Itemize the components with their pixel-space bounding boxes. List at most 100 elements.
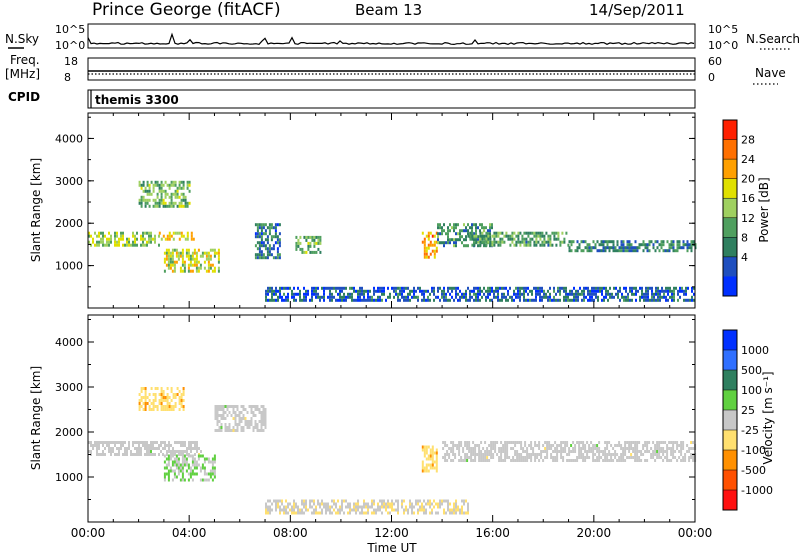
echo-cell (505, 298, 507, 302)
echo-cell (179, 466, 182, 470)
echo-cell (180, 396, 183, 399)
echo-cell (484, 456, 487, 459)
echo-cell (268, 244, 271, 248)
echo-cell (152, 186, 155, 190)
echo-cell (672, 243, 675, 247)
echo-cell (533, 234, 536, 238)
echo-cell (92, 237, 94, 241)
echo-cell (205, 251, 208, 255)
echo-cell (439, 502, 441, 506)
echo-cell (423, 454, 426, 458)
echo-cell (262, 423, 265, 426)
echo-cell (503, 286, 505, 290)
echo-cell (505, 234, 508, 238)
echo-cell (646, 249, 649, 253)
echo-cell (603, 295, 605, 299)
echo-cell (361, 289, 363, 293)
echo-cell (493, 234, 496, 238)
echo-cell (92, 447, 94, 450)
echo-cell (309, 505, 311, 509)
echo-cell (313, 289, 315, 293)
echo-cell (389, 502, 391, 506)
echo-cell (297, 292, 299, 296)
echo-cell (285, 295, 287, 299)
echo-cell (165, 251, 168, 255)
echo-cell (449, 298, 451, 302)
echo-cell (193, 260, 196, 264)
echo-cell (491, 286, 493, 290)
echo-cell (630, 441, 633, 444)
echo-cell (631, 292, 633, 296)
echo-cell (433, 298, 435, 302)
echo-cell (172, 180, 175, 184)
echo-cell (549, 240, 552, 244)
echo-cell (575, 289, 577, 293)
echo-cell (190, 237, 193, 241)
echo-cell (482, 459, 485, 462)
echo-cell (685, 286, 687, 290)
echo-cell (511, 295, 513, 299)
echo-cell (260, 226, 263, 230)
echo-cell (620, 444, 623, 447)
echo-cell (163, 472, 166, 476)
echo-cell (172, 405, 175, 408)
echo-cell (260, 253, 263, 257)
echo-cell (569, 289, 571, 293)
echo-cell (222, 408, 225, 411)
echo-cell (144, 390, 147, 393)
echo-cell (361, 286, 363, 290)
echo-cell (423, 451, 426, 455)
echo-cell (335, 511, 337, 515)
echo-cell (598, 441, 601, 444)
echo-cell (303, 511, 305, 515)
echo-cell (465, 298, 467, 302)
echo-cell (146, 231, 148, 235)
echo-cell (178, 441, 180, 444)
echo-cell (488, 450, 491, 453)
echo-cell (445, 292, 447, 296)
echo-cell (621, 295, 623, 299)
echo-cell (184, 201, 187, 205)
echo-cell (464, 456, 467, 459)
echo-cell (191, 251, 194, 255)
echo-cell (96, 240, 98, 244)
echo-cell (317, 247, 320, 251)
echo-cell (570, 444, 573, 447)
echo-cell (491, 226, 493, 230)
y-tick-label: 3000 (55, 381, 83, 394)
echo-cell (226, 414, 229, 417)
echo-cell (183, 269, 186, 273)
echo-cell (684, 453, 687, 456)
echo-cell (278, 232, 281, 236)
echo-cell (264, 420, 267, 423)
echo-cell (201, 463, 204, 467)
echo-cell (531, 292, 533, 296)
echo-cell (118, 441, 120, 444)
echo-cell (477, 286, 479, 290)
echo-cell (586, 450, 589, 453)
echo-cell (391, 508, 393, 512)
echo-cell (167, 266, 170, 270)
echo-cell (309, 502, 311, 506)
echo-cell (197, 260, 200, 264)
echo-cell (197, 457, 200, 461)
echo-cell (122, 237, 124, 241)
echo-cell (411, 508, 413, 512)
echo-cell (681, 289, 683, 293)
echo-cell (435, 466, 438, 470)
echo-cell (589, 289, 591, 293)
echo-cell (256, 223, 259, 227)
echo-cell (490, 447, 493, 450)
echo-cell (218, 426, 221, 429)
echo-cell (331, 499, 333, 503)
echo-cell (415, 295, 417, 299)
echo-cell (541, 295, 543, 299)
echo-cell (228, 429, 231, 432)
echo-cell (313, 244, 316, 248)
echo-cell (309, 499, 311, 503)
echo-cell (527, 240, 530, 244)
echo-cell (254, 408, 257, 411)
echo-cell (654, 453, 657, 456)
echo-cell (144, 453, 146, 456)
echo-cell (265, 289, 267, 293)
